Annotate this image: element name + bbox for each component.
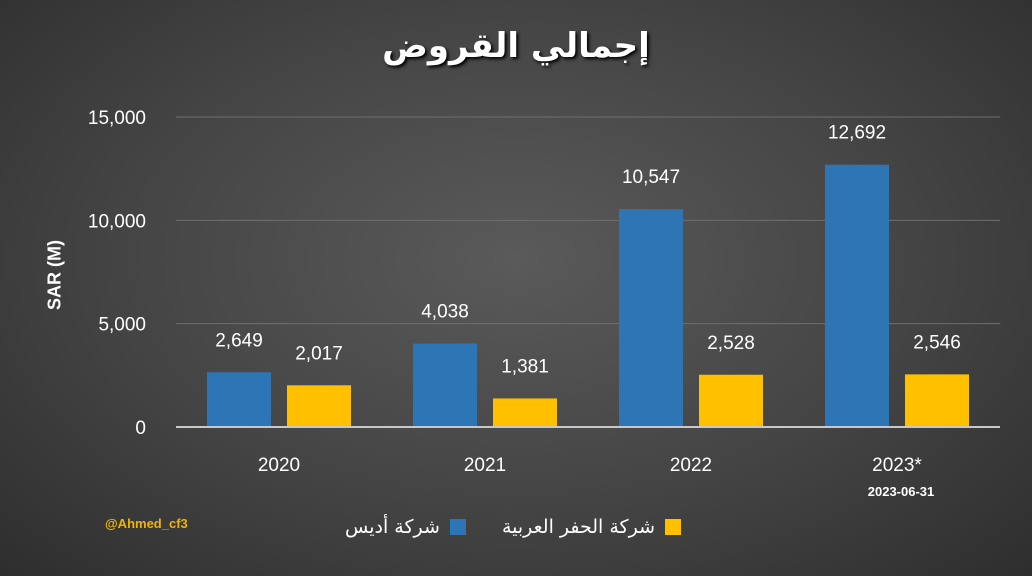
data-label: 2,649: [215, 330, 263, 351]
data-label: 2,017: [295, 343, 343, 364]
data-label: 2,528: [707, 333, 755, 354]
bar-series-2: [905, 374, 969, 427]
bar-series-1: [207, 372, 271, 427]
chart-title: إجمالي القروض: [382, 26, 650, 66]
bar-series-2: [699, 374, 763, 427]
bar-series-2: [493, 398, 557, 427]
y-tick-label: 15,000: [88, 108, 146, 129]
data-label: 12,692: [828, 123, 886, 144]
y-tick-label: 5,000: [98, 315, 146, 336]
legend-item-series-1: شركة أديس: [345, 516, 466, 538]
legend-swatch-series-1: [449, 519, 466, 535]
data-label: 2,546: [913, 332, 961, 353]
legend-item-series-2: شركة الحفر العربية: [501, 516, 682, 538]
bar-series-1: [825, 164, 889, 427]
legend-swatch-series-2: [665, 519, 682, 535]
legend-label-series-2: شركة الحفر العربية: [501, 516, 656, 538]
y-tick-label: 0: [135, 418, 146, 439]
bar-series-1: [619, 209, 683, 427]
x-category-note: 2023-06-31: [868, 484, 935, 499]
data-label: 1,381: [501, 356, 549, 377]
data-label: 4,038: [421, 302, 469, 323]
legend-label-series-1: شركة أديس: [345, 516, 440, 538]
x-tick-label: 2020: [258, 455, 300, 476]
watermark-handle: @Ahmed_cf3: [105, 516, 188, 531]
x-tick-label: 2022: [670, 455, 712, 476]
x-tick-label: 2021: [464, 455, 506, 476]
bar-series-2: [287, 385, 351, 427]
legend: شركة أديس شركة الحفر العربية: [345, 516, 682, 538]
y-tick-label: 10,000: [88, 211, 146, 232]
x-tick-label: 2023*: [872, 455, 922, 476]
bar-series-1: [413, 343, 477, 427]
data-label: 10,547: [622, 167, 680, 188]
